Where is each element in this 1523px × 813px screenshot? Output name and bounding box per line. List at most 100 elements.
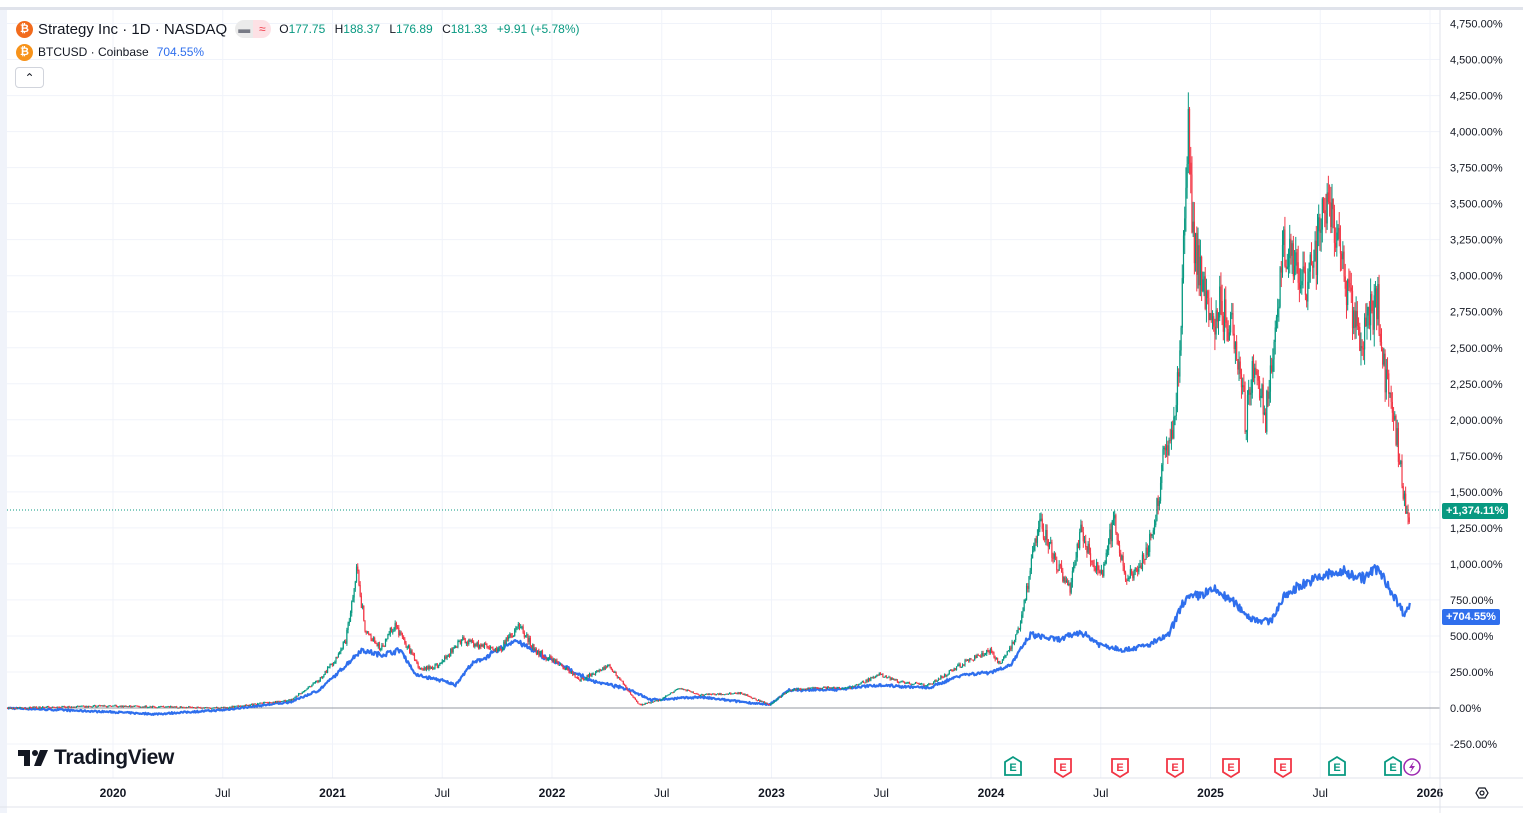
candle-body xyxy=(1284,229,1286,266)
candle-body xyxy=(1304,271,1307,295)
candle-body xyxy=(976,654,978,658)
candle-body xyxy=(530,645,533,649)
candle-body xyxy=(52,706,55,708)
candle-body xyxy=(177,707,179,709)
candle-body xyxy=(363,605,365,621)
earnings-icon[interactable]: E xyxy=(1004,755,1022,776)
candle-body xyxy=(765,702,767,704)
candle-body xyxy=(9,707,11,709)
candle-body xyxy=(1023,599,1025,611)
dividend-icon[interactable] xyxy=(1403,758,1421,776)
candle-body xyxy=(1403,493,1406,499)
candle-body xyxy=(721,694,723,696)
settings-icon[interactable] xyxy=(1475,787,1489,799)
earnings-icon[interactable]: E xyxy=(1328,755,1346,776)
y-tick-label: 500.00% xyxy=(1450,631,1494,643)
candle-body xyxy=(416,661,418,664)
candle-body xyxy=(934,680,936,682)
candle-body xyxy=(351,601,353,613)
price-axis[interactable]: 4,750.00% 4,500.00% 4,250.00% 4,000.00% 3,75… xyxy=(1450,19,1503,752)
candle-body xyxy=(172,706,174,708)
candle-body xyxy=(698,694,700,696)
candle-body xyxy=(1205,291,1208,309)
tradingview-logo[interactable]: TradingView xyxy=(18,746,174,770)
candle-body xyxy=(1239,361,1241,374)
candle-body xyxy=(802,688,804,690)
candle-body xyxy=(271,702,273,704)
candle-body xyxy=(223,707,225,709)
earnings-icon[interactable]: E xyxy=(1384,755,1402,776)
candle-body xyxy=(674,689,676,692)
candle-body xyxy=(1033,545,1035,551)
candle-body xyxy=(930,683,932,685)
candle-body xyxy=(1135,568,1138,570)
candle-body xyxy=(106,706,108,708)
series-toggle[interactable]: ▬ ≈ xyxy=(235,20,272,38)
candle-body xyxy=(1370,294,1372,326)
candle-body xyxy=(671,692,673,694)
candle-body xyxy=(1360,346,1362,351)
candle-body xyxy=(1260,395,1262,398)
candle-body xyxy=(879,673,882,675)
candle-body xyxy=(907,682,909,684)
candle-body xyxy=(50,707,52,709)
btcusd-line xyxy=(6,564,1411,716)
candle-body xyxy=(768,704,771,706)
hide-icon[interactable]: ▬ xyxy=(235,20,254,38)
candle-body xyxy=(1085,541,1087,547)
candle-body xyxy=(791,690,793,692)
candle-body xyxy=(668,694,670,696)
earnings-icon[interactable]: E xyxy=(1054,758,1072,779)
candle-body xyxy=(582,678,585,681)
earnings-icon[interactable]: E xyxy=(1274,758,1292,779)
candle-body xyxy=(446,656,448,659)
candle-body xyxy=(387,634,389,639)
candle-body xyxy=(1077,544,1080,549)
earnings-icon[interactable]: E xyxy=(1111,758,1129,779)
candle-body xyxy=(300,693,302,695)
approx-icon[interactable]: ≈ xyxy=(253,20,272,38)
earnings-icon[interactable]: E xyxy=(1166,758,1184,779)
candle-body xyxy=(664,695,667,697)
main-series-legend[interactable]: ₿ Strategy Inc · 1D · NASDAQ ▬ ≈ O177.75… xyxy=(16,18,586,40)
candle-body xyxy=(55,707,57,709)
candle-body xyxy=(217,707,219,709)
candle-body xyxy=(521,626,523,628)
brand-name: TradingView xyxy=(54,746,175,769)
candle-body xyxy=(862,681,865,683)
candle-body xyxy=(144,705,146,708)
candle-body xyxy=(576,677,579,679)
collapse-legend-button[interactable]: ⌃ xyxy=(15,67,44,88)
y-tick-label: 0.00% xyxy=(1450,703,1481,715)
candle-body xyxy=(135,705,137,707)
candle-body xyxy=(801,688,803,690)
candle-body xyxy=(636,699,638,702)
candle-body xyxy=(1070,582,1072,593)
candle-body xyxy=(695,693,697,695)
earnings-icon[interactable]: E xyxy=(1222,758,1240,779)
candle-body xyxy=(1163,447,1165,450)
candle-body xyxy=(462,637,464,641)
candle-body xyxy=(675,689,678,691)
main-symbol[interactable]: Strategy Inc · 1D · NASDAQ xyxy=(38,20,228,38)
compare-series-legend[interactable]: ₿ BTCUSD · Coinbase 704.55% xyxy=(16,40,586,64)
candle-body xyxy=(553,659,556,663)
candle-body xyxy=(314,681,317,683)
candle-body xyxy=(174,706,177,708)
low-value: 176.89 xyxy=(396,22,433,36)
candle-body xyxy=(125,705,127,707)
x-tick-label: 2024 xyxy=(978,786,1005,800)
candle-body xyxy=(1267,391,1269,399)
candle-body xyxy=(86,705,88,708)
candle-body xyxy=(118,706,120,708)
compare-symbol[interactable]: BTCUSD · Coinbase xyxy=(38,45,149,59)
candle-body xyxy=(1105,552,1107,564)
candle-body xyxy=(510,633,512,637)
candle-body xyxy=(305,689,307,691)
candle-body xyxy=(1030,558,1032,571)
candle-body xyxy=(1384,353,1386,393)
candle-body xyxy=(504,641,506,644)
time-axis[interactable]: 2020 Jul 2021 Jul 2022 Jul 2023 Jul 2024 Jul 2025 J… xyxy=(100,786,1444,800)
candle-body xyxy=(1286,266,1288,269)
